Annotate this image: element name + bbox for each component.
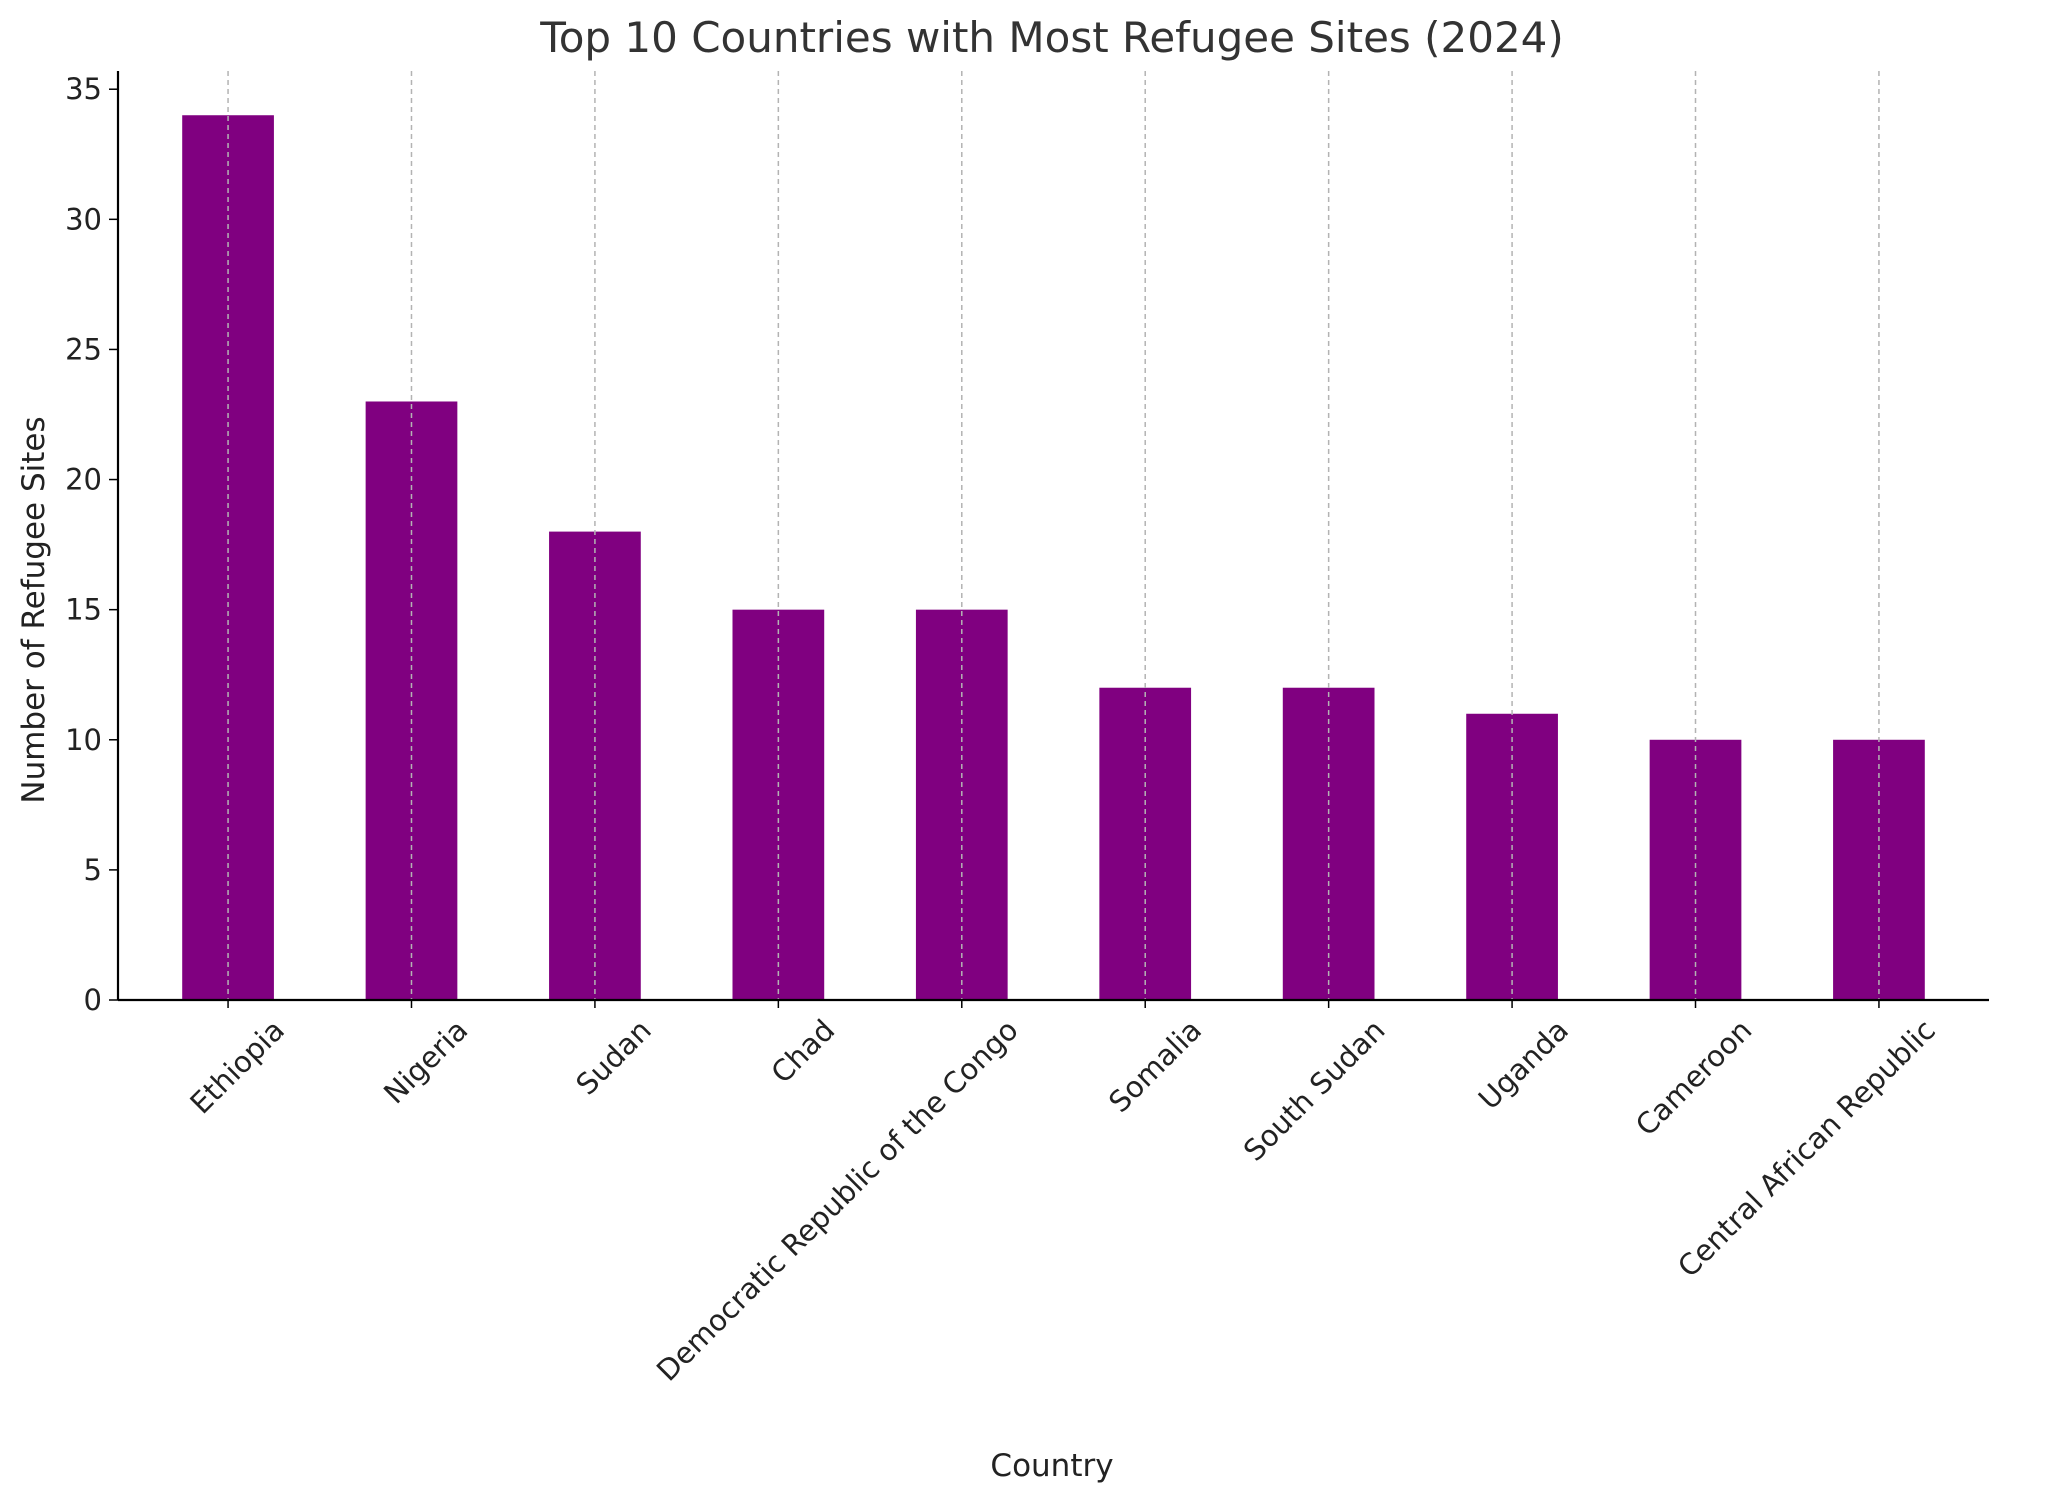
y-tick-label: 30 [65,202,102,236]
y-tick-label: 25 [65,332,102,366]
x-tick-label: Sudan [569,1013,658,1102]
x-tick-label: South Sudan [1237,1013,1392,1168]
grid-lines [227,71,1880,1000]
bar-8 [1649,739,1742,1000]
y-axis-label: Number of Refugee Sites [16,416,52,803]
x-axis-label: Country [990,1448,1113,1484]
bars [182,115,1925,1000]
x-tick-label: Somalia [1102,1013,1208,1119]
y-tick-label: 5 [84,853,102,887]
y-tick-label: 20 [65,463,102,497]
x-tick-label: Cameroon [1629,1013,1759,1143]
y-tick-label: 10 [65,723,102,757]
axes [116,71,1989,1002]
x-tick-label: Nigeria [377,1013,474,1110]
y-axis-ticks: 0 5 10 15 20 25 30 35 [65,72,118,1017]
y-tick-label: 35 [65,72,102,106]
chart-title: Top 10 Countries with Most Refugee Sites… [539,13,1564,62]
y-tick-label: 0 [84,983,102,1017]
y-tick-label: 15 [65,593,102,627]
x-tick-label: Chad [764,1013,841,1090]
bar-9 [1833,739,1925,1000]
x-tick-label: Ethiopia [183,1013,291,1121]
x-tick-label: Democratic Republic of the Congo [650,1013,1025,1388]
x-tick-label: Uganda [1472,1013,1575,1116]
